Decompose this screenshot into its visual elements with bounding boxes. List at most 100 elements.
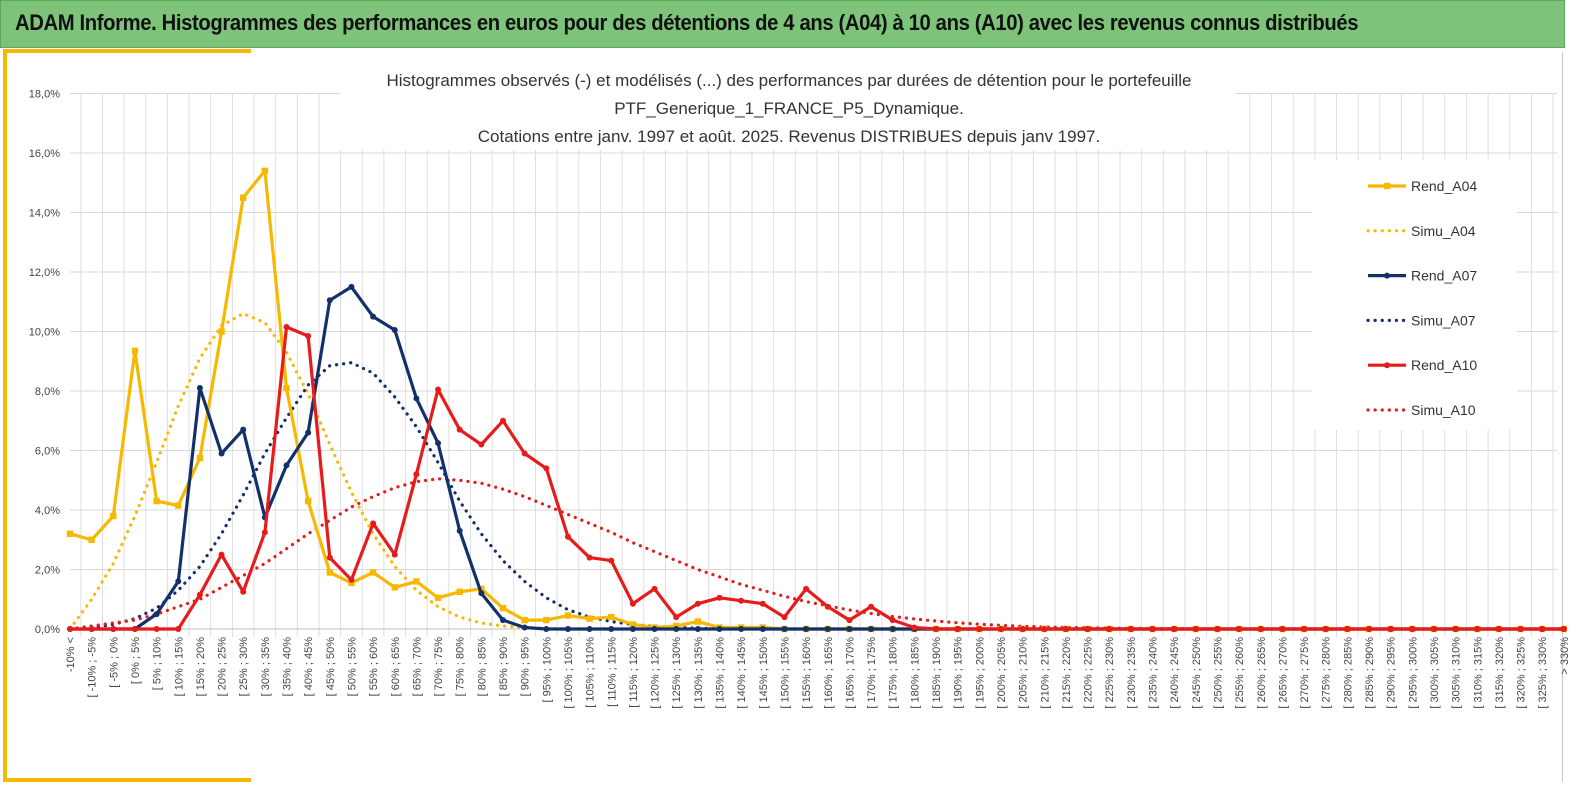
data-point [1149, 626, 1156, 632]
chart-gridlines [70, 93, 1557, 637]
data-point [521, 450, 528, 457]
y-tick-label: 8,0% [35, 386, 60, 398]
x-tick-label: [ 245% ; 250% [1191, 637, 1203, 709]
chart-title-line-1: Histogrammes observés (-) et modélisés (… [386, 71, 1191, 90]
data-point [283, 462, 290, 469]
data-point [1127, 626, 1134, 632]
data-point [1041, 626, 1048, 632]
accent-bar-bottom [3, 778, 251, 782]
x-tick-label: [ -5% ; 0% [108, 637, 120, 688]
x-tick-label: [ 140% ; 145% [736, 637, 748, 709]
data-point [564, 533, 571, 540]
data-point [933, 626, 939, 632]
x-tick-label: [ 300% ; 305% [1429, 637, 1441, 709]
x-tick-label: [ -10% ; -5% [87, 637, 99, 698]
series-line-simu-a10 [68, 477, 1566, 631]
x-tick-label: [ 250% ; 255% [1212, 637, 1224, 709]
x-tick-label: -10% < [65, 637, 77, 672]
data-point [305, 429, 312, 436]
x-tick-label: [ 165% ; 170% [844, 637, 856, 709]
data-point [304, 497, 312, 505]
x-tick-label: [ 110% ; 115% [606, 637, 618, 707]
y-tick-label: 14,0% [29, 208, 60, 220]
data-point [911, 624, 918, 631]
header-banner: ADAM Informe. Histogrammes des performan… [0, 0, 1565, 48]
data-point [218, 551, 225, 558]
data-point [240, 588, 247, 595]
data-point [196, 385, 203, 392]
x-tick-label: [ 60% ; 65% [390, 637, 402, 697]
x-tick-label: [ 65% ; 70% [411, 637, 423, 697]
data-point [608, 626, 615, 632]
x-tick-label: [ 190% ; 195% [953, 637, 965, 709]
x-tick-label: [ 265% ; 270% [1277, 637, 1289, 709]
data-point [131, 347, 139, 355]
legend-label: Simu_A07 [1411, 312, 1476, 328]
data-point [88, 626, 95, 632]
data-point [1366, 626, 1372, 632]
data-point [1452, 626, 1459, 632]
data-point [586, 554, 593, 561]
data-point [153, 497, 160, 505]
x-tick-label: [ 205% ; 210% [1018, 637, 1030, 709]
data-point [413, 578, 420, 585]
x-tick-label: [ 320% ; 325% [1516, 637, 1528, 709]
data-point [738, 597, 745, 604]
y-tick-label: 10,0% [29, 327, 60, 339]
chart-series [66, 167, 1568, 633]
data-point [846, 626, 853, 632]
data-point [434, 594, 442, 601]
banner-title: ADAM Informe. Histogrammes des performan… [15, 10, 1359, 35]
data-point [738, 626, 745, 632]
x-tick-label: [ 50% ; 55% [346, 637, 358, 697]
x-tick-label: [ 0% ; 5% [130, 637, 142, 684]
data-point [218, 450, 225, 457]
data-point [500, 417, 506, 424]
data-point [1214, 626, 1221, 632]
data-point [759, 600, 766, 607]
x-tick-label: [ 10% ; 15% [173, 637, 185, 697]
data-point [348, 283, 355, 290]
x-tick-label: [ 100% ; 105% [563, 637, 575, 709]
data-point [175, 626, 182, 632]
x-tick-label: [ 85% ; 90% [498, 637, 510, 697]
legend-marker [1384, 272, 1390, 279]
legend-label: Rend_A04 [1411, 178, 1477, 194]
data-point [370, 313, 377, 320]
chart-title-line-2: PTF_Generique_1_FRANCE_P5_Dynamique. [614, 99, 964, 118]
x-tick-label: [ 45% ; 50% [325, 637, 337, 697]
x-tick-label: [ 290% ; 295% [1386, 637, 1398, 709]
data-point [629, 621, 637, 628]
data-point [781, 614, 788, 621]
x-tick-label: [ 95% ; 100% [541, 637, 553, 703]
data-point [131, 626, 138, 632]
data-point [110, 626, 117, 632]
data-point [326, 297, 333, 304]
data-point [716, 594, 723, 601]
y-tick-label: 6,0% [35, 446, 60, 458]
y-tick-label: 2,0% [35, 565, 60, 577]
legend-marker [1384, 362, 1390, 369]
x-tick-label: [ 120% ; 125% [650, 637, 662, 709]
x-tick-label: [ 115% ; 120% [628, 637, 640, 708]
data-point [1106, 626, 1113, 632]
data-point [1257, 626, 1264, 632]
x-tick-label: [ 130% ; 135% [693, 637, 705, 709]
y-axis-ticks: 0,0% 2,0% 4,0% 6,0% 8,0% 10,0% 12,0% 14,0% 16,0%… [29, 89, 60, 637]
data-point [196, 454, 204, 462]
x-tick-label: [ 135% ; 140% [715, 637, 727, 709]
x-tick-label: [ 80% ; 85% [476, 637, 488, 697]
x-tick-label: > 330% [1559, 637, 1569, 675]
data-point [283, 324, 290, 331]
data-point [1084, 626, 1091, 632]
x-tick-label: [ 295% ; 300% [1407, 637, 1419, 709]
data-point [500, 617, 506, 624]
chart-title-background [340, 66, 1235, 150]
x-tick-label: [ 155% ; 160% [801, 637, 813, 709]
data-point [326, 569, 333, 576]
data-point [391, 551, 398, 558]
data-point [1560, 626, 1567, 632]
data-point [564, 626, 571, 632]
y-tick-label: 4,0% [35, 505, 60, 517]
